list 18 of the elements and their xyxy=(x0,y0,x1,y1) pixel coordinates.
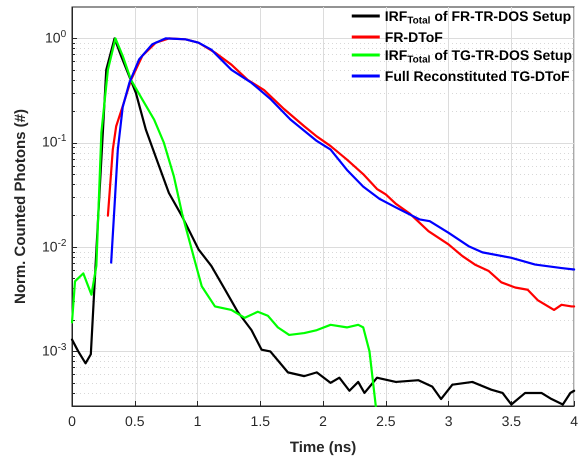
y-tick-label: 10$^{-1}$ xyxy=(42,132,66,150)
legend-label: FR-DToF xyxy=(384,29,444,45)
x-axis-title: Time (ns) xyxy=(290,439,356,456)
x-tick-label: 0 xyxy=(68,413,76,429)
x-tick-label: 3 xyxy=(444,413,453,429)
x-tick-label: 4 xyxy=(570,413,578,429)
y-tick-label: 10$^{-2}$ xyxy=(42,236,66,254)
x-tick-label: 0.5 xyxy=(125,413,145,429)
x-tick-label: 1 xyxy=(194,413,202,429)
x-tick-label: 2 xyxy=(319,413,328,429)
x-tick-label: 3.5 xyxy=(502,413,522,429)
y-axis-title: Norm. Counted Photons (#) xyxy=(12,109,29,304)
y-tick-label: 10$^{-3}$ xyxy=(42,340,66,359)
line-series xyxy=(70,37,377,408)
x-tick-label: 1.5 xyxy=(250,413,270,429)
x-tick-label: 2.5 xyxy=(376,413,396,429)
y-tick-label: 10$^{0}$ xyxy=(45,28,66,46)
legend-label: Full Reconstituted TG-DToF xyxy=(384,68,570,84)
